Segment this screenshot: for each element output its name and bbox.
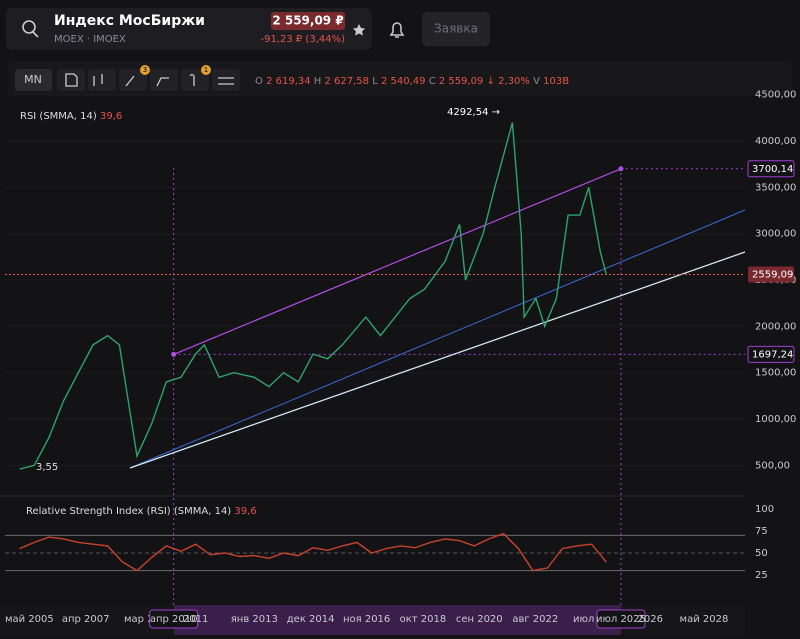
x-tick-label: апр 2010	[150, 614, 198, 625]
search-icon[interactable]	[22, 20, 36, 34]
y-tick-label: 3500,00	[755, 182, 796, 193]
change: -91,23 ₽ (3,44%)	[260, 34, 345, 45]
y-tick-label: 25	[755, 570, 768, 581]
x-tick-label: ноя 2016	[343, 614, 390, 625]
overlay-name: RSI (SMMA, 14)	[20, 111, 97, 122]
y-tick-label: 3000,00	[755, 229, 796, 240]
y-tick-label: 4500,00	[755, 90, 796, 101]
x-tick-label: май 2005	[5, 614, 54, 625]
x-tick-label: апр 2007	[62, 614, 110, 625]
price-label: 1697,24	[752, 349, 793, 360]
price-label: 3700,14	[752, 164, 793, 175]
y-tick-label: 75	[755, 526, 768, 537]
series-line	[19, 532, 607, 572]
y-tick-label: 1500,00	[755, 368, 796, 379]
low-label: 3,55	[36, 462, 58, 473]
series-line	[19, 122, 607, 470]
price-badge	[271, 12, 345, 30]
ohlc-key: V	[533, 76, 540, 87]
price-label: 2559,09	[752, 270, 793, 281]
ohlc-value: 2 619,34	[266, 76, 311, 87]
x-tick-label: 2026	[638, 614, 663, 625]
y-tick-label: 500,00	[755, 460, 790, 471]
ohlc-legend: O 2 619,34 H 2 627,58 L 2 540,49 C 2 559…	[255, 76, 569, 87]
peak-label: 4292,54 →	[447, 107, 500, 118]
y-tick-label: 4000,00	[755, 136, 796, 147]
time-range-highlight	[173, 605, 621, 635]
price-label-box	[748, 266, 794, 283]
ohlc-key: C	[429, 76, 436, 87]
ohlc-value: 2 559,09	[439, 76, 484, 87]
order-button-label: Заявка	[434, 22, 478, 36]
time-badge	[596, 609, 646, 629]
ohlc-key: H	[314, 76, 322, 87]
x-tick-label: 2011	[183, 614, 208, 625]
overlay-value: 39,6	[100, 111, 122, 122]
price-label-box	[747, 160, 795, 178]
x-tick-label: июл 2025	[596, 614, 646, 625]
x-tick-label: дек 2014	[287, 614, 335, 625]
anchor	[618, 166, 624, 172]
badge	[140, 65, 150, 75]
rsi-title: Relative Strength Index (RSI) (SMMA, 14)	[26, 506, 231, 517]
badge	[201, 65, 211, 75]
x-tick-label: июл 20	[573, 614, 610, 625]
bell[interactable]	[389, 22, 405, 38]
title: Индекс МосБиржи	[54, 13, 205, 29]
tool-button[interactable]	[150, 69, 178, 91]
tool-button[interactable]	[57, 69, 85, 91]
tool-button[interactable]	[212, 69, 240, 91]
x-tick-label: окт 2018	[400, 614, 447, 625]
y-tick-label: 2000,00	[755, 321, 796, 332]
x-tick-label: сен 2020	[456, 614, 503, 625]
ohlc-key: O	[255, 76, 263, 87]
order-button[interactable]	[422, 12, 490, 46]
badge-label: 1	[204, 66, 208, 74]
y-tick-label: 1000,00	[755, 414, 796, 425]
badge-label: 3	[143, 66, 147, 74]
interval-button[interactable]	[15, 69, 52, 91]
y-tick-label: 50	[755, 548, 768, 559]
trend-line	[129, 209, 746, 469]
rsi-legend: Relative Strength Index (RSI) (SMMA, 14)…	[26, 506, 257, 517]
trend-line	[129, 251, 746, 469]
tool-icons	[65, 73, 234, 87]
ohlc-value: 103B	[543, 76, 569, 87]
x-tick-label: май 2028	[680, 614, 729, 625]
subtitle: MOEX · IMOEX	[54, 34, 126, 45]
y-tick-label: 100	[755, 504, 774, 515]
ohlc-value: 2 540,49	[381, 76, 426, 87]
price-label-box	[747, 345, 795, 363]
time-badge	[149, 609, 199, 629]
x-tick-label: мар 20	[124, 614, 160, 625]
x-tick-label: янв 2013	[231, 614, 278, 625]
interval: MN	[24, 73, 42, 86]
x-tick-label: авг 2022	[512, 614, 558, 625]
star[interactable]	[353, 24, 365, 36]
ohlc-change: ↓ 2,30%	[487, 76, 530, 87]
channel-line	[173, 168, 622, 355]
price: 2 559,09 ₽	[272, 14, 343, 28]
ohlc-key: L	[372, 76, 378, 87]
search-icon	[32, 31, 39, 38]
ohlc-value: 2 627,58	[325, 76, 370, 87]
overlay-legend: RSI (SMMA, 14) 39,6	[20, 111, 122, 122]
tool-button[interactable]	[181, 69, 209, 91]
rsi-value: 39,6	[234, 506, 256, 517]
anchor	[171, 351, 177, 357]
